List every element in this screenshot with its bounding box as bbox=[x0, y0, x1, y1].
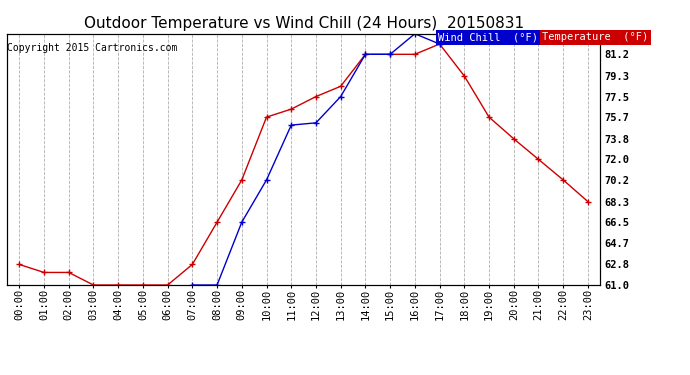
Text: Temperature  (°F): Temperature (°F) bbox=[542, 33, 649, 42]
Text: Copyright 2015 Cartronics.com: Copyright 2015 Cartronics.com bbox=[7, 43, 177, 53]
Text: Wind Chill  (°F): Wind Chill (°F) bbox=[438, 33, 538, 42]
Title: Outdoor Temperature vs Wind Chill (24 Hours)  20150831: Outdoor Temperature vs Wind Chill (24 Ho… bbox=[83, 16, 524, 31]
